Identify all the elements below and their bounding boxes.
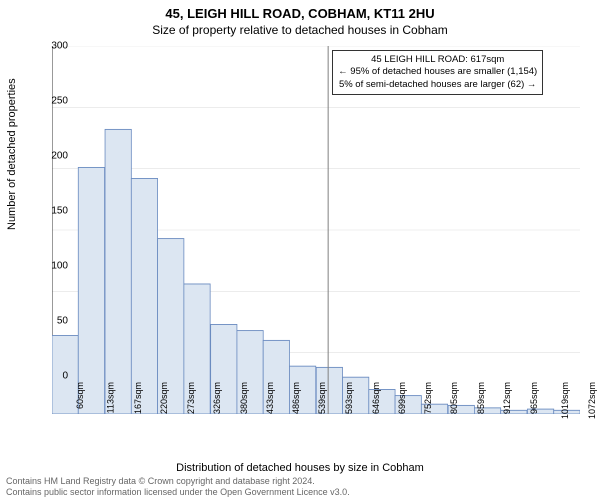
x-tick-label: 646sqm — [371, 382, 381, 414]
x-tick-label: 752sqm — [423, 382, 433, 414]
x-tick-label: 1072sqm — [587, 382, 597, 419]
chart-area — [52, 46, 580, 414]
chart-svg — [52, 46, 580, 414]
x-tick-label: 60sqm — [75, 382, 85, 409]
y-tick-label: 200 — [38, 151, 68, 162]
x-axis-label: Distribution of detached houses by size … — [0, 462, 600, 474]
chart-subtitle: Size of property relative to detached ho… — [0, 21, 600, 37]
x-tick-label: 220sqm — [159, 382, 169, 414]
y-tick-label: 300 — [38, 41, 68, 52]
x-tick-label: 912sqm — [502, 382, 512, 414]
annotation-line2: ← 95% of detached houses are smaller (1,… — [338, 66, 537, 78]
x-tick-label: 433sqm — [265, 382, 275, 414]
x-tick-label: 593sqm — [344, 382, 354, 414]
y-tick-label: 0 — [38, 371, 68, 382]
x-tick-label: 486sqm — [291, 382, 301, 414]
footer-text: Contains HM Land Registry data © Crown c… — [6, 476, 594, 498]
footer-line2: Contains public sector information licen… — [6, 487, 594, 498]
histogram-bar — [131, 178, 157, 414]
x-tick-label: 965sqm — [529, 382, 539, 414]
x-tick-label: 1019sqm — [560, 382, 570, 419]
x-tick-label: 699sqm — [397, 382, 407, 414]
x-tick-label: 113sqm — [106, 382, 116, 413]
x-tick-label: 539sqm — [318, 382, 328, 414]
y-tick-label: 250 — [38, 96, 68, 107]
y-tick-label: 50 — [38, 316, 68, 327]
y-axis-label: Number of detached properties — [6, 78, 18, 230]
x-tick-label: 380sqm — [239, 382, 249, 414]
chart-container: 45, LEIGH HILL ROAD, COBHAM, KT11 2HU Si… — [0, 0, 600, 500]
x-tick-label: 805sqm — [449, 382, 459, 414]
y-tick-label: 150 — [38, 206, 68, 217]
y-tick-label: 100 — [38, 261, 68, 272]
annotation-line3: 5% of semi-detached houses are larger (6… — [338, 79, 537, 91]
histogram-bar — [105, 129, 131, 414]
annotation-line1: 45 LEIGH HILL ROAD: 617sqm — [338, 54, 537, 66]
x-tick-label: 326sqm — [212, 382, 222, 414]
footer-line1: Contains HM Land Registry data © Crown c… — [6, 476, 594, 487]
chart-title: 45, LEIGH HILL ROAD, COBHAM, KT11 2HU — [0, 0, 600, 21]
x-tick-label: 167sqm — [133, 382, 143, 414]
x-tick-label: 859sqm — [476, 382, 486, 414]
histogram-bar — [78, 167, 104, 414]
x-tick-label: 273sqm — [186, 382, 196, 414]
annotation-box: 45 LEIGH HILL ROAD: 617sqm← 95% of detac… — [332, 50, 543, 95]
